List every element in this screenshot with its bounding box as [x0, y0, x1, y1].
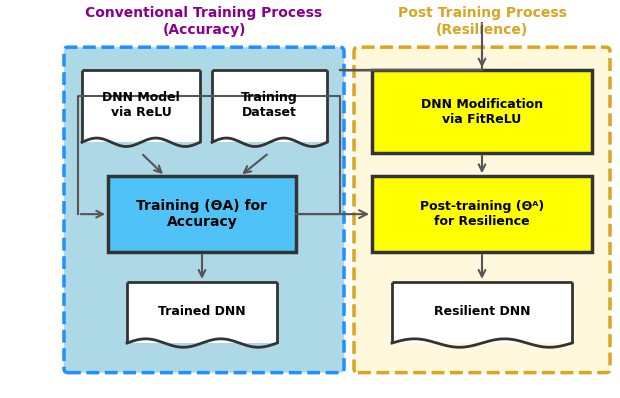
Bar [212, 70, 327, 142]
Text: Resilient DNN: Resilient DNN [434, 305, 530, 318]
Text: Conventional Training Process
(Accuracy): Conventional Training Process (Accuracy) [86, 6, 322, 37]
Text: Post-training (Θᴬ)
for Resilience: Post-training (Θᴬ) for Resilience [420, 200, 544, 228]
Text: DNN Modification
via FitReLU: DNN Modification via FitReLU [421, 98, 543, 126]
FancyBboxPatch shape [354, 47, 610, 373]
Bar [82, 70, 200, 142]
Text: DNN Model
via ReLU: DNN Model via ReLU [102, 91, 180, 119]
Text: Training
Dataset: Training Dataset [241, 91, 298, 119]
Text: Post Training Process
(Resilience): Post Training Process (Resilience) [397, 6, 567, 37]
Text: Trained DNN: Trained DNN [158, 305, 246, 318]
Bar [108, 176, 296, 252]
Bar [372, 70, 592, 153]
FancyBboxPatch shape [64, 47, 344, 373]
Bar [127, 282, 277, 343]
Text: Training (ΘA) for
Accuracy: Training (ΘA) for Accuracy [136, 199, 267, 229]
Bar [372, 176, 592, 252]
Bar [392, 282, 572, 343]
